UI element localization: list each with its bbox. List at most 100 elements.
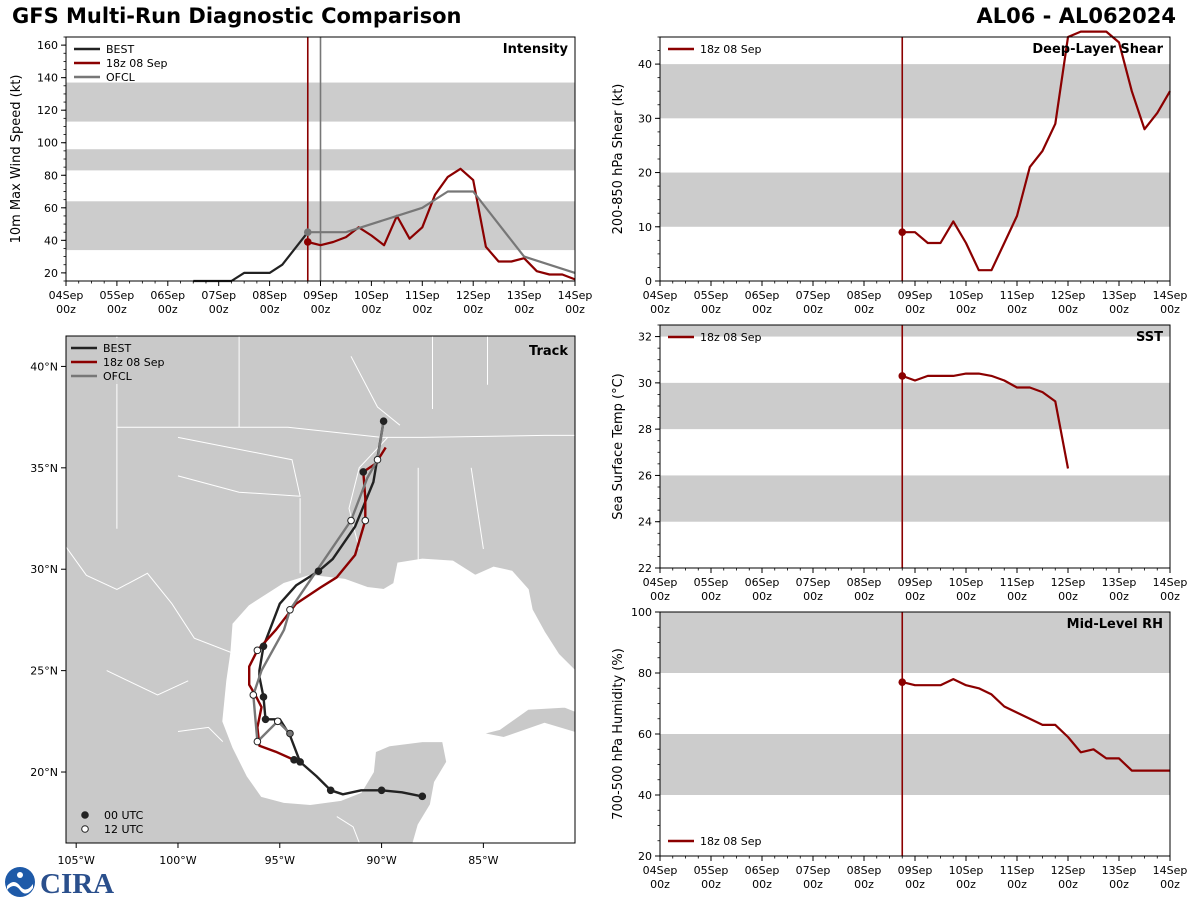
x-tick-hour: 00z	[803, 878, 823, 891]
x-tick-day: 04Sep	[643, 289, 678, 302]
track-line-ofcl	[252, 421, 385, 743]
state-border	[177, 436, 301, 497]
x-tick-hour: 00z	[905, 878, 925, 891]
y-tick-label: 40	[638, 58, 652, 71]
x-tick-day: 11Sep	[1000, 289, 1035, 302]
track-point-00utc	[290, 756, 298, 764]
x-tick-day: 05Sep	[100, 289, 135, 302]
x-tick-day: 12Sep	[1051, 576, 1086, 589]
track-point-00utc	[261, 715, 270, 724]
x-tick-hour: 00z	[752, 878, 772, 891]
x-tick-day: 11Sep	[1000, 576, 1035, 589]
page-title: GFS Multi-Run Diagnostic Comparison	[12, 4, 462, 28]
threshold-band	[660, 475, 1170, 522]
panel-title: SST	[1136, 330, 1163, 345]
x-tick-hour: 00z	[1007, 590, 1027, 603]
x-tick-day: 06Sep	[745, 576, 780, 589]
y-tick-label: 0	[645, 275, 652, 288]
state-border	[106, 670, 189, 696]
track-point-00utc	[326, 786, 335, 795]
noaa-logo-icon	[5, 867, 35, 897]
cira-logo-text: CIRA	[40, 868, 114, 898]
track-point-12utc	[273, 717, 282, 726]
x-tick-day: 07Sep	[796, 289, 831, 302]
state-border	[66, 546, 232, 653]
legend-label-intensity: 18z 08 Sep	[106, 57, 168, 70]
threshold-band	[660, 734, 1170, 795]
legend-label-track: 18z 08 Sep	[103, 356, 165, 369]
y-tick-label: 30	[638, 377, 652, 390]
x-tick-day: 04Sep	[49, 289, 84, 302]
x-tick-hour: 00z	[1160, 590, 1180, 603]
cuba-land	[483, 706, 575, 739]
x-tick-hour: 00z	[854, 590, 874, 603]
x-tick-day: 06Sep	[745, 864, 780, 877]
x-tick-day: 08Sep	[847, 289, 882, 302]
y-tick-label: 10	[638, 221, 652, 234]
y-axis-label: 10m Max Wind Speed (kt)	[9, 75, 24, 244]
lat-tick-label: 20°N	[30, 766, 58, 779]
x-tick-hour: 00z	[650, 303, 670, 316]
y-tick-label: 140	[37, 72, 58, 85]
y-tick-label: 26	[638, 469, 652, 482]
x-tick-hour: 00z	[803, 590, 823, 603]
lon-tick-label: 105°W	[57, 854, 94, 867]
x-tick-hour: 00z	[854, 878, 874, 891]
y-tick-label: 20	[44, 267, 58, 280]
x-tick-hour: 00z	[1007, 878, 1027, 891]
logo-bar: CIRA	[5, 867, 114, 898]
x-tick-day: 08Sep	[847, 576, 882, 589]
x-tick-day: 08Sep	[847, 864, 882, 877]
x-tick-day: 10Sep	[949, 576, 984, 589]
y-tick-label: 20	[638, 167, 652, 180]
x-tick-hour: 00z	[701, 590, 721, 603]
threshold-band	[660, 382, 1170, 430]
x-tick-hour: 00z	[209, 303, 229, 316]
track-point-12utc	[249, 691, 258, 699]
x-tick-hour: 00z	[260, 303, 280, 316]
x-tick-hour: 00z	[1109, 303, 1129, 316]
plot-frame	[659, 324, 1171, 569]
x-tick-day: 11Sep	[1000, 864, 1035, 877]
x-tick-hour: 00z	[905, 590, 925, 603]
x-tick-hour: 00z	[311, 303, 331, 316]
state-border	[116, 426, 575, 438]
x-tick-hour: 00z	[701, 878, 721, 891]
x-tick-day: 09Sep	[898, 864, 933, 877]
x-tick-hour: 00z	[1160, 303, 1180, 316]
x-tick-hour: 00z	[650, 878, 670, 891]
state-border	[177, 726, 224, 742]
marker-legend-symbol	[81, 811, 89, 819]
legend-label-shear: 18z 08 Sep	[700, 43, 762, 56]
threshold-band	[660, 612, 1170, 673]
lon-tick-label: 95°W	[265, 854, 295, 867]
init-point	[303, 238, 312, 246]
x-tick-hour: 00z	[1160, 878, 1180, 891]
x-tick-day: 13Sep	[1102, 576, 1137, 589]
threshold-band	[660, 325, 1170, 337]
init-point	[303, 228, 312, 236]
y-tick-label: 28	[638, 423, 652, 436]
x-tick-day: 05Sep	[694, 576, 729, 589]
x-tick-hour: 00z	[1007, 303, 1027, 316]
track-point-12utc	[373, 455, 382, 464]
lon-tick-label: 85°W	[468, 854, 498, 867]
y-tick-label: 60	[638, 728, 652, 741]
legend-label-rh: 18z 08 Sep	[700, 835, 762, 848]
x-tick-day: 10Sep	[949, 289, 984, 302]
y-tick-label: 160	[37, 39, 58, 52]
x-tick-day: 14Sep	[1153, 864, 1188, 877]
x-tick-day: 07Sep	[796, 864, 831, 877]
x-tick-hour: 00z	[956, 590, 976, 603]
x-tick-hour: 00z	[701, 303, 721, 316]
y-axis-label: Sea Surface Temp (°C)	[611, 373, 626, 520]
init-point	[898, 678, 907, 686]
x-tick-hour: 00z	[650, 590, 670, 603]
y-tick-label: 100	[631, 606, 652, 619]
state-border	[470, 467, 484, 549]
x-tick-hour: 00z	[1109, 590, 1129, 603]
track-line-best	[258, 421, 423, 798]
x-tick-hour: 00z	[1109, 878, 1129, 891]
track-point-00utc	[259, 693, 268, 701]
x-tick-hour: 00z	[803, 303, 823, 316]
